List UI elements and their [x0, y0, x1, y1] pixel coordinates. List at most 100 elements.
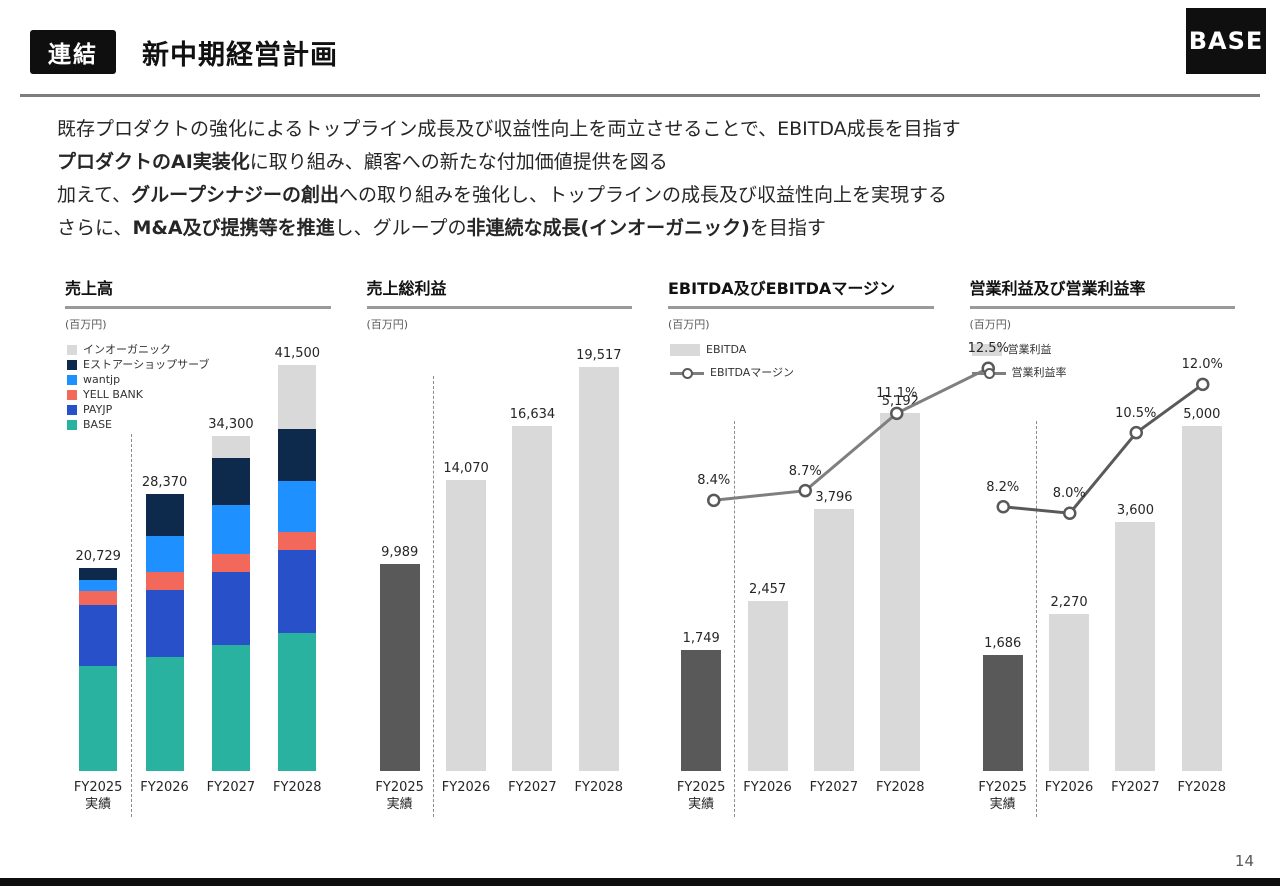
bar-segment [278, 550, 317, 634]
text-segment: を目指す [749, 217, 826, 239]
bar-column: 1,686 [970, 336, 1036, 771]
x-axis-label: FY2028 [867, 779, 933, 813]
bar-value-label: 5,000 [1183, 406, 1221, 422]
bold-text-segment: プロダクトのAI実装化 [57, 151, 250, 173]
line-marker [707, 493, 721, 508]
bar-value-label: 9,989 [381, 545, 419, 561]
chart-unit-label: (百万円) [668, 318, 710, 331]
legend-item: 営業利益率 [971, 365, 1067, 380]
x-axis-label-line: 実績 [386, 797, 413, 812]
legend-swatch [67, 389, 77, 400]
bar-column: 16,634 [499, 336, 565, 771]
line-marker [798, 483, 812, 498]
x-axis-label: FY2027 [801, 779, 867, 813]
margin-line-path [1002, 383, 1204, 515]
legend-label: YELL BANK [83, 388, 143, 401]
bar-segment [278, 531, 317, 551]
x-axis-label: FY2027 [198, 779, 264, 813]
x-axis-labels: FY2025 実績 FY2026 FY2027 FY2028 [367, 779, 633, 813]
x-axis-label: FY2028 [264, 779, 330, 813]
bar-segment [145, 536, 184, 573]
legend-swatch [67, 419, 77, 430]
margin-line-path [713, 366, 989, 502]
x-axis-label-line: FY2028 [1177, 780, 1227, 795]
line-value-label: 8.2% [986, 479, 1020, 495]
text-segment: 既存プロダクトの強化によるトップライン成長及び収益性向上を両立させることで、EB… [57, 118, 961, 140]
bar [880, 412, 921, 771]
bar-columns: 20,729 28,370 34,300 41,500 [65, 336, 331, 771]
chart-legend: インオーガニック Eストアーショップサーブ wantjp YELL BANK PAYJP… [67, 342, 209, 432]
legend-bar-swatch-icon [971, 343, 1002, 356]
text-segment: 加えて、 [57, 184, 132, 206]
bar-segment [145, 656, 184, 771]
bar [512, 426, 553, 771]
x-axis-label: FY2025 実績 [668, 779, 734, 813]
legend-item: BASE [67, 417, 209, 432]
legend-label: 営業利益率 [1011, 366, 1067, 379]
x-axis-label-line: 実績 [85, 797, 112, 812]
x-axis-label-line: 実績 [688, 797, 715, 812]
bar [982, 654, 1023, 771]
page-number: 14 [1234, 852, 1254, 870]
bar-column: 19,517 [566, 336, 632, 771]
bar-column: 28,370 [131, 336, 197, 771]
chart-legend: 営業利益営業利益率 [971, 342, 1067, 388]
summary-line: プロダクトのAI実装化に取り組み、顧客への新たな付加価値提供を図る [57, 146, 1240, 179]
legend-label: wantjp [83, 373, 121, 386]
legend-item: EBITDAマージン [670, 365, 794, 380]
x-axis-label: FY2025 実績 [367, 779, 433, 813]
chart-plot: 20,729 28,370 34,300 41,500 インオーガニック Eストアーショッ… [65, 336, 331, 817]
x-axis-label: FY2026 [1036, 779, 1102, 813]
x-axis-label: FY2026 [734, 779, 800, 813]
legend-item: PAYJP [67, 402, 209, 417]
text-segment: に取り組み、顧客への新たな付加価値提供を図る [249, 151, 668, 173]
line-marker [996, 500, 1010, 514]
forecast-separator [734, 421, 736, 817]
x-axis-label-line: FY2025 [73, 780, 123, 795]
bottom-bar [0, 878, 1280, 886]
bar-value-label: 1,749 [682, 631, 720, 647]
bar [1049, 614, 1090, 771]
line-value-label: 8.0% [1052, 486, 1086, 502]
scope-badge: 連結 [30, 30, 116, 74]
legend-label: 営業利益 [1007, 343, 1052, 356]
line-value-label: 8.4% [697, 473, 731, 489]
page-title: 新中期経営計画 [142, 39, 338, 71]
legend-item: EBITDA [670, 342, 794, 357]
summary-block: 既存プロダクトの強化によるトップライン成長及び収益性向上を両立させることで、EB… [57, 113, 1240, 245]
x-axis-label-line: FY2025 [978, 780, 1027, 795]
bar-segment [278, 480, 317, 532]
bar [681, 650, 722, 771]
stacked-bar [145, 493, 184, 771]
bar-column: 20,729 [65, 336, 131, 771]
legend-label: BASE [83, 418, 113, 431]
stacked-bar [211, 435, 250, 771]
bar-value-label: 3,600 [1116, 503, 1155, 519]
legend-bar-swatch-icon [670, 343, 700, 356]
bar-column: 5,192 [867, 336, 933, 771]
bold-text-segment: グループシナジーの創出 [131, 184, 339, 206]
bar-value-label: 20,729 [75, 549, 121, 565]
chart-plot: 9,989 14,070 16,634 19,517 [367, 336, 633, 817]
bar [379, 564, 420, 771]
x-axis-label-line: FY2028 [574, 780, 624, 795]
stacked-bar [278, 365, 317, 771]
bar [578, 366, 619, 771]
chart-title: EBITDA及びEBITDAマージン [668, 275, 934, 309]
bar-segment [278, 633, 317, 771]
base-logo: BASE [1186, 8, 1266, 74]
summary-line: 既存プロダクトの強化によるトップライン成長及び収益性向上を両立させることで、EB… [57, 113, 1240, 146]
legend-label: EBITDAマージン [710, 366, 795, 379]
bar [747, 601, 788, 771]
chart-unit-label: (百万円) [65, 318, 107, 331]
legend-line-marker-icon [971, 367, 1006, 379]
stacked-bar [79, 568, 118, 771]
bar-column: 2,270 [1036, 336, 1102, 771]
bar [446, 479, 487, 771]
line-value-label: 8.7% [788, 463, 822, 479]
line-value-label: 12.5% [967, 341, 1009, 357]
chart-revenue: 売上高 (百万円) 20,729 28,370 34,300 41,500 インオーガニック… [65, 275, 331, 817]
charts-row: 売上高 (百万円) 20,729 28,370 34,300 41,500 インオーガニック… [65, 275, 1235, 817]
bar-columns: 9,989 14,070 16,634 19,517 [367, 336, 633, 771]
